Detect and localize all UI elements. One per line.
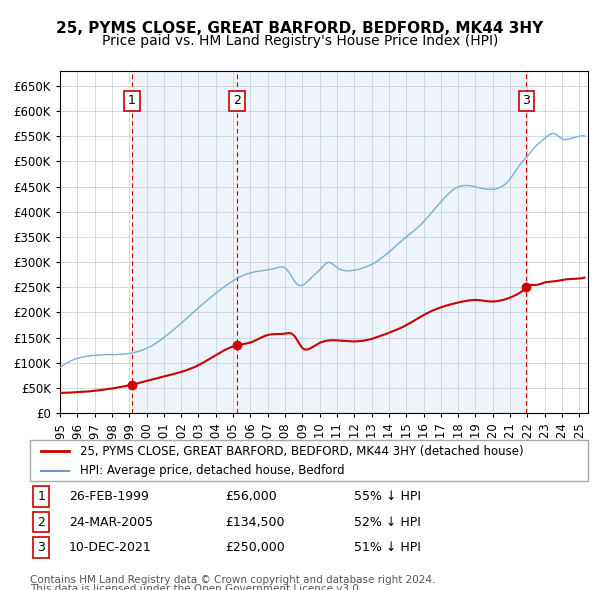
- Text: This data is licensed under the Open Government Licence v3.0.: This data is licensed under the Open Gov…: [30, 584, 362, 590]
- Text: 25, PYMS CLOSE, GREAT BARFORD, BEDFORD, MK44 3HY: 25, PYMS CLOSE, GREAT BARFORD, BEDFORD, …: [56, 21, 544, 35]
- Text: 52% ↓ HPI: 52% ↓ HPI: [353, 516, 421, 529]
- Text: 2: 2: [233, 94, 241, 107]
- FancyBboxPatch shape: [30, 440, 588, 481]
- Text: 1: 1: [128, 94, 136, 107]
- Text: £250,000: £250,000: [226, 541, 285, 554]
- Text: 10-DEC-2021: 10-DEC-2021: [69, 541, 152, 554]
- Text: 3: 3: [37, 541, 45, 554]
- Text: 26-FEB-1999: 26-FEB-1999: [69, 490, 149, 503]
- Text: £134,500: £134,500: [226, 516, 285, 529]
- Text: Contains HM Land Registry data © Crown copyright and database right 2024.: Contains HM Land Registry data © Crown c…: [30, 575, 436, 585]
- Text: 55% ↓ HPI: 55% ↓ HPI: [353, 490, 421, 503]
- Text: 51% ↓ HPI: 51% ↓ HPI: [353, 541, 421, 554]
- Text: 3: 3: [523, 94, 530, 107]
- Text: £56,000: £56,000: [226, 490, 277, 503]
- Text: 25, PYMS CLOSE, GREAT BARFORD, BEDFORD, MK44 3HY (detached house): 25, PYMS CLOSE, GREAT BARFORD, BEDFORD, …: [80, 445, 524, 458]
- Text: 2: 2: [37, 516, 45, 529]
- Text: 1: 1: [37, 490, 45, 503]
- Bar: [132, 71, 526, 413]
- Text: Price paid vs. HM Land Registry's House Price Index (HPI): Price paid vs. HM Land Registry's House …: [102, 34, 498, 48]
- Text: 24-MAR-2005: 24-MAR-2005: [69, 516, 153, 529]
- Text: HPI: Average price, detached house, Bedford: HPI: Average price, detached house, Bedf…: [80, 464, 345, 477]
